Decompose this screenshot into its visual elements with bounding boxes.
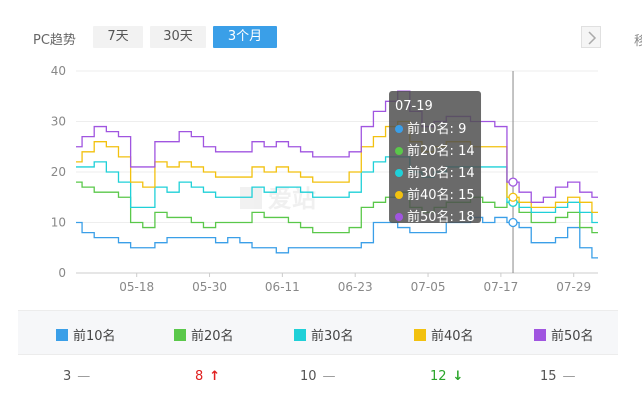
chart-tooltip: 07-19 前10名: 9 前20名: 14 前30名: 14 前40名: 15 前50名…	[389, 91, 482, 225]
value-top10: 3—	[63, 369, 91, 384]
series-line-1	[76, 216, 598, 259]
legend-item-top20[interactable]: 前20名	[174, 325, 234, 344]
y-tick-label: 20	[51, 165, 66, 179]
tooltip-dot	[395, 191, 404, 199]
value-top30: 10—	[300, 369, 336, 384]
legend-item-top30[interactable]: 前30名	[294, 325, 354, 344]
pc-trend-label: PC趋势	[33, 33, 76, 48]
tooltip-row: 前50名: 18	[407, 209, 475, 225]
trend-header: PC趋势 7天 30天 3个月	[18, 24, 618, 52]
y-tick-label: 0	[58, 266, 66, 280]
legend-item-top40[interactable]: 前40名	[414, 325, 474, 344]
side-panel-text: 移	[634, 34, 642, 49]
tooltip-dot	[395, 125, 404, 133]
tooltip-dot	[395, 169, 404, 177]
legend-swatch	[294, 329, 306, 341]
tooltip-box	[389, 91, 482, 223]
trend-flat-icon: —	[562, 369, 576, 384]
tooltip-dot	[395, 213, 404, 221]
tab-3-months[interactable]: 3个月	[213, 26, 277, 48]
tab-30-days[interactable]: 30天	[150, 26, 206, 48]
legend-swatch	[174, 329, 186, 341]
trend-up-icon: ↑	[209, 369, 221, 384]
legend-row: 前10名 前20名 前30名 前40名 前50名	[18, 310, 618, 355]
next-arrow-button[interactable]	[581, 26, 601, 48]
svg-text:爱站: 爱站	[268, 185, 316, 213]
hover-marker-4	[508, 192, 518, 202]
tooltip-row: 前30名: 14	[407, 165, 475, 181]
value-top40: 12 ↓	[430, 369, 464, 384]
x-tick-label: 06-23	[338, 280, 373, 294]
tooltip-dot	[395, 147, 404, 155]
trend-flat-icon: —	[322, 369, 336, 384]
tooltip-row: 前40名: 15	[407, 187, 475, 203]
x-tick-label: 07-05	[411, 280, 446, 294]
value-top20: 8 ↑	[195, 369, 221, 384]
trend-flat-icon: —	[77, 369, 91, 384]
tooltip-row: 前20名: 14	[407, 143, 475, 159]
chart-series	[76, 90, 598, 259]
values-row: 3— 8 ↑ 10— 12 ↓ 15—	[18, 354, 618, 395]
tooltip-row: 前10名: 9	[407, 121, 466, 137]
legend-swatch	[534, 329, 546, 341]
y-tick-label: 30	[51, 115, 66, 129]
hover-markers	[508, 177, 518, 228]
legend-swatch	[56, 329, 68, 341]
tab-7-days[interactable]: 7天	[93, 26, 143, 48]
trend-chart: 0 10 20 30 40 05-18 05-30 06-11 06-23 07-05 07-17…	[51, 64, 598, 294]
value-top50: 15—	[540, 369, 576, 384]
x-tick-label: 07-29	[556, 280, 591, 294]
y-axis-ticks: 0 10 20 30 40	[51, 64, 66, 280]
x-axis-ticks: 05-18 05-30 06-11 06-23 07-05 07-17 07-29	[119, 273, 591, 294]
x-tick-label: 05-30	[192, 280, 227, 294]
legend-item-top10[interactable]: 前10名	[56, 325, 116, 344]
pc-trend-card: PC趋势 7天 30天 3个月 0 10 20 30 40 05-18 05-30 06-1…	[18, 14, 618, 407]
hover-marker-1	[508, 217, 518, 228]
x-tick-label: 07-17	[483, 280, 518, 294]
tooltip-date: 07-19	[395, 99, 433, 114]
x-tick-label: 05-18	[119, 280, 154, 294]
chevron-right-icon	[588, 31, 597, 45]
y-tick-label: 10	[51, 216, 66, 230]
legend-item-top50[interactable]: 前50名	[534, 325, 594, 344]
series-line-5	[76, 90, 598, 203]
hover-marker-5	[508, 177, 518, 187]
trend-down-icon: ↓	[452, 369, 464, 384]
legend-swatch	[414, 329, 426, 341]
y-tick-label: 40	[51, 64, 66, 78]
x-tick-label: 06-11	[265, 280, 300, 294]
